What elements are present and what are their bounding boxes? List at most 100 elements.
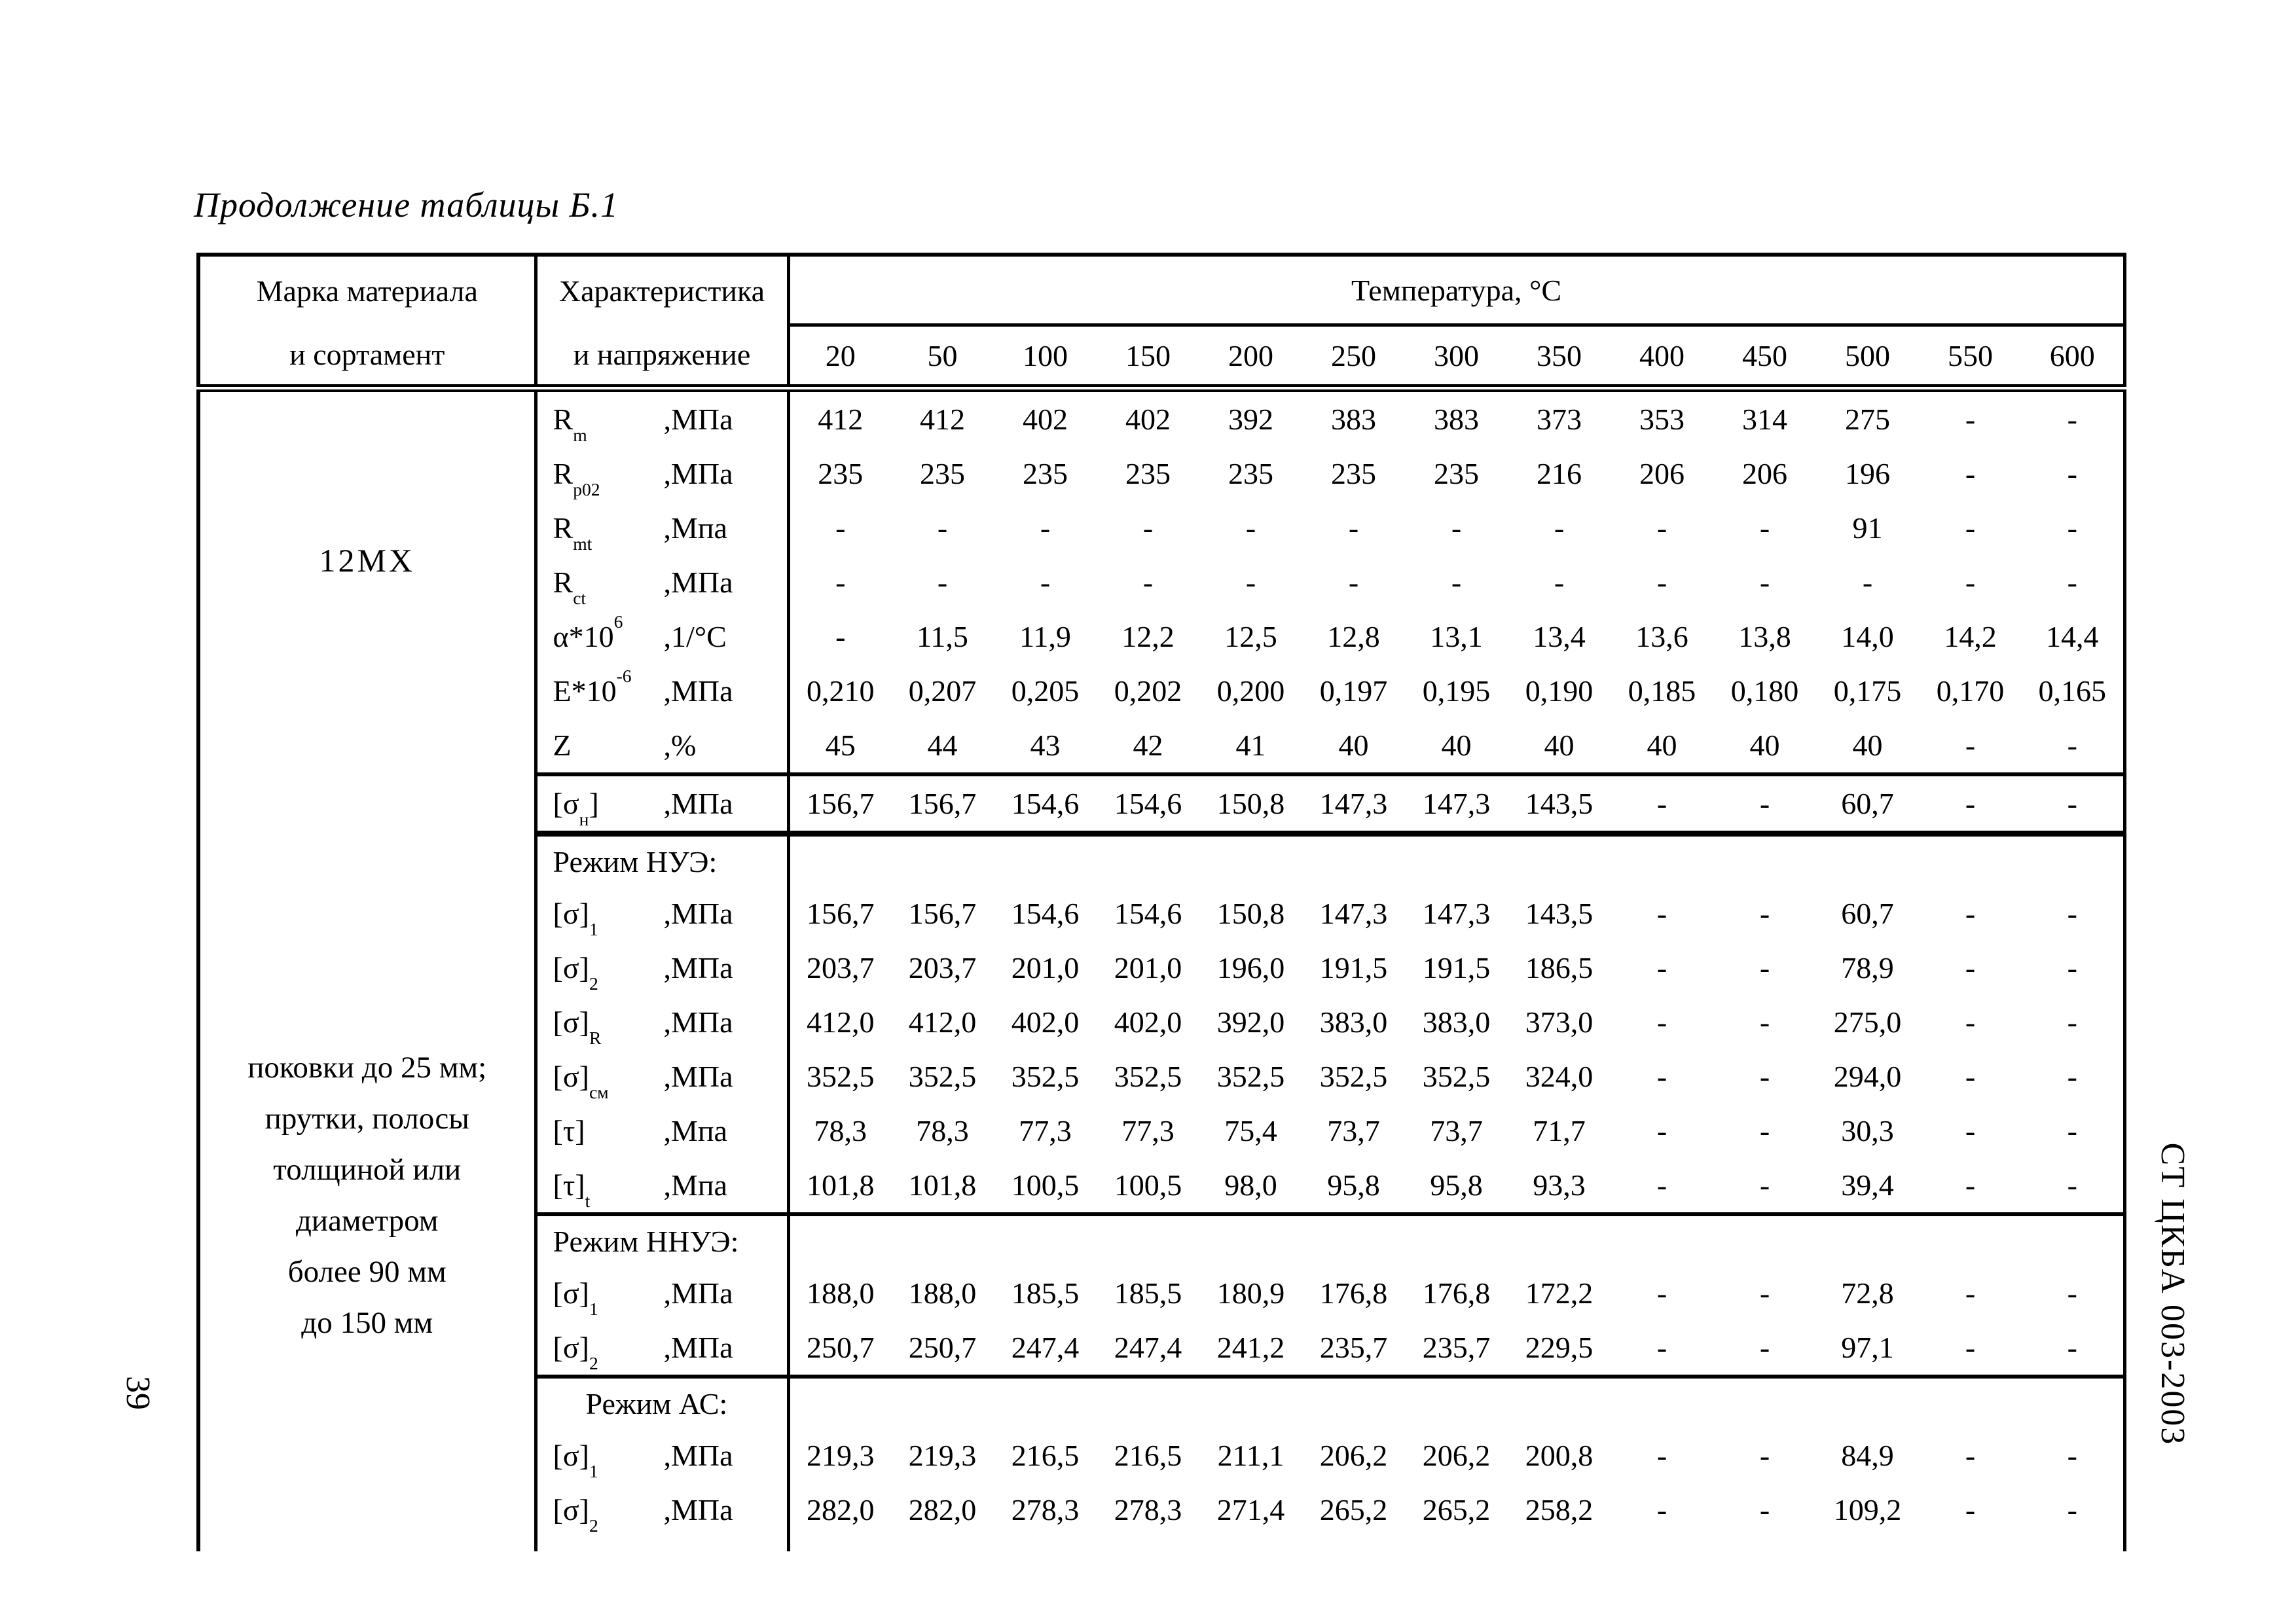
value-cell: 40 (1713, 718, 1816, 776)
value-cell: - (1759, 1005, 1770, 1039)
value-cell: 294,0 (1833, 1060, 1902, 1093)
value-cell: - (1611, 1320, 1713, 1379)
sortament-line: поковки до 25 мм; (247, 1051, 487, 1085)
value-cell: - (2067, 1060, 2077, 1093)
value-cell: 383,0 (1319, 1005, 1388, 1039)
value-cell: 72,8 (1841, 1276, 1894, 1310)
value-cell: 235 (1228, 457, 1273, 490)
value-cell: 101,8 (788, 1158, 891, 1216)
quantity-symbol: [σ]см (553, 1060, 609, 1102)
value-cell: 143,5 (1508, 774, 1611, 837)
row-unit: ,МПа (663, 674, 733, 708)
value-cell: 78,3 (814, 1114, 867, 1147)
value-cell: 412,0 (908, 1005, 977, 1039)
value-cell: - (1965, 1005, 1976, 1039)
row-label-cell: [τ]t ,Мпа (536, 1158, 790, 1216)
value-cell: - (1965, 457, 1976, 490)
value-cell: - (2022, 718, 2124, 776)
value-cell: 12,8 (1327, 620, 1380, 653)
material-sortament: поковки до 25 мм; прутки, полосы толщиной … (200, 1042, 534, 1348)
value-cell: - (937, 511, 948, 545)
value-cell: 216,5 (1011, 1439, 1080, 1472)
value-cell: 100,5 (994, 1158, 1097, 1216)
row-label-cell: E*10-6 ,МПа (536, 664, 790, 718)
value-cell: 216 (1537, 457, 1582, 490)
value-cell: 203,7 (807, 951, 875, 984)
value-cell: 352,5 (807, 1060, 875, 1093)
value-cell: - (2067, 403, 2077, 436)
value-cell: - (1656, 1276, 1667, 1310)
quantity-symbol: [τ]t (553, 1168, 591, 1211)
value-cell: 392,0 (1216, 1005, 1285, 1039)
properties-table: Марка материала и сортамент Характеристи… (196, 253, 2126, 1551)
temp-col-header: 100 (994, 325, 1097, 392)
value-cell: 71,7 (1533, 1114, 1586, 1147)
value-cell: 203,7 (908, 951, 977, 984)
row-label-cell: [σ]2 ,МПа (536, 1483, 790, 1537)
quantity-symbol: [σ]2 (553, 1493, 598, 1536)
value-cell: - (1656, 951, 1667, 984)
quantity-symbol: [σ]2 (553, 1331, 598, 1373)
value-cell: 156,7 (788, 774, 891, 837)
value-cell: 156,7 (807, 897, 875, 930)
value-cell: - (1759, 897, 1770, 930)
quantity-symbol: α*106 (553, 611, 623, 653)
section-label-cell: Режим АС: (536, 1377, 790, 1428)
value-cell: 0,210 (807, 674, 875, 708)
value-cell: 196 (1845, 457, 1890, 490)
row-unit: ,МПа (663, 1439, 733, 1472)
quantity-symbol: Rp02 (553, 457, 600, 499)
quantity-symbol: [σ]1 (553, 1276, 598, 1319)
value-cell: - (1965, 897, 1976, 930)
value-cell: 314 (1742, 403, 1787, 436)
value-cell: 39,4 (1816, 1158, 1919, 1216)
value-cell: - (1656, 511, 1667, 545)
section-row: Режим АС: (198, 1377, 2124, 1428)
sortament-line: более 90 мм (287, 1255, 446, 1289)
table-continuation-stub (198, 1537, 2124, 1551)
table-row: α*106 ,1/°С - 11,5 11,9 12,2 12,5 12,8 13,1 13,4 1… (198, 609, 2124, 664)
value-cell: 95,8 (1405, 1158, 1508, 1216)
table-row: [σн] ,МПа 156,7 156,7 154,6 154,6 150,8 147,3 14… (198, 774, 2124, 837)
table-row: [σ]1 ,МПа 156,7 156,7 154,6 154,6 150,8 147,3 14… (198, 886, 2124, 941)
row-unit: ,Мпа (663, 511, 727, 545)
value-cell: 235 (1331, 457, 1376, 490)
value-cell: 0,202 (1114, 674, 1182, 708)
section-label: Режим НУЭ: (553, 844, 718, 878)
value-cell: - (2022, 1158, 2124, 1216)
section-row: Режим ННУЭ: (198, 1214, 2124, 1266)
value-cell: 275 (1845, 403, 1890, 436)
row-label-cell: Rp02 ,МПа (536, 446, 790, 501)
value-cell: 352,5 (1011, 1060, 1080, 1093)
temp-col-header: 50 (891, 325, 994, 392)
header-material-line1: Марка материала (256, 274, 478, 308)
row-unit: ,МПа (663, 457, 733, 490)
value-cell: 250,7 (788, 1320, 891, 1379)
value-cell: 0,200 (1216, 674, 1285, 708)
value-cell: - (1759, 1276, 1770, 1310)
header-characteristic-line1: Характеристика (558, 274, 765, 308)
value-cell: 402,0 (1011, 1005, 1080, 1039)
value-cell: 235 (920, 457, 965, 490)
value-cell: 84,9 (1841, 1439, 1894, 1472)
row-unit: ,% (663, 729, 697, 762)
value-cell: 12,5 (1224, 620, 1277, 653)
header-characteristic-line2: и напряжение (573, 338, 751, 371)
value-cell: - (1611, 1158, 1713, 1216)
value-cell: 373,0 (1525, 1005, 1594, 1039)
value-cell: - (1142, 566, 1154, 599)
value-cell: 147,3 (1319, 897, 1388, 930)
value-cell: 278,3 (1011, 1493, 1080, 1526)
value-cell: 40 (1611, 718, 1713, 776)
value-cell: 216,5 (1114, 1439, 1182, 1472)
value-cell: 265,2 (1422, 1493, 1491, 1526)
value-cell: 383,0 (1422, 1005, 1491, 1039)
value-cell: - (1919, 1320, 2022, 1379)
value-cell: 235 (1125, 457, 1171, 490)
value-cell: 278,3 (1114, 1493, 1182, 1526)
temp-col-header: 150 (1097, 325, 1199, 392)
quantity-symbol: [σ]R (553, 1005, 602, 1048)
value-cell: 412 (818, 403, 864, 436)
standard-code: СТ ЦКБА 003-2003 (2154, 1142, 2191, 1446)
value-cell: - (1919, 774, 2022, 837)
